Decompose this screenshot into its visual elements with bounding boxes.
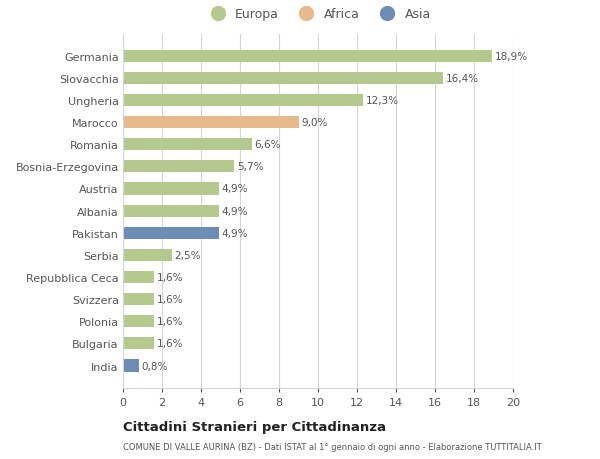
Bar <box>123 95 363 107</box>
Bar <box>123 271 154 284</box>
Bar <box>123 205 218 217</box>
Bar <box>123 139 252 151</box>
Text: 9,0%: 9,0% <box>301 118 328 128</box>
Bar <box>123 293 154 306</box>
Bar <box>123 50 491 62</box>
Text: 4,9%: 4,9% <box>221 184 248 194</box>
Bar <box>123 117 299 129</box>
Text: 4,9%: 4,9% <box>221 206 248 216</box>
Text: 1,6%: 1,6% <box>157 272 184 282</box>
Text: 1,6%: 1,6% <box>157 339 184 349</box>
Bar <box>123 249 172 261</box>
Text: 0,8%: 0,8% <box>142 361 168 371</box>
Text: 2,5%: 2,5% <box>175 250 201 260</box>
Text: Cittadini Stranieri per Cittadinanza: Cittadini Stranieri per Cittadinanza <box>123 420 386 433</box>
Text: 16,4%: 16,4% <box>446 73 479 84</box>
Text: 18,9%: 18,9% <box>494 51 527 62</box>
Bar <box>123 73 443 85</box>
Text: 12,3%: 12,3% <box>366 96 399 106</box>
Bar <box>123 161 234 173</box>
Text: 6,6%: 6,6% <box>254 140 281 150</box>
Bar <box>123 183 218 195</box>
Bar <box>123 227 218 239</box>
Text: 1,6%: 1,6% <box>157 295 184 304</box>
Text: 5,7%: 5,7% <box>237 162 263 172</box>
Bar <box>123 337 154 350</box>
Text: 1,6%: 1,6% <box>157 317 184 326</box>
Text: COMUNE DI VALLE AURINA (BZ) - Dati ISTAT al 1° gennaio di ogni anno - Elaborazio: COMUNE DI VALLE AURINA (BZ) - Dati ISTAT… <box>123 442 542 451</box>
Text: 4,9%: 4,9% <box>221 228 248 238</box>
Bar <box>123 360 139 372</box>
Legend: Europa, Africa, Asia: Europa, Africa, Asia <box>201 4 435 25</box>
Bar <box>123 315 154 328</box>
